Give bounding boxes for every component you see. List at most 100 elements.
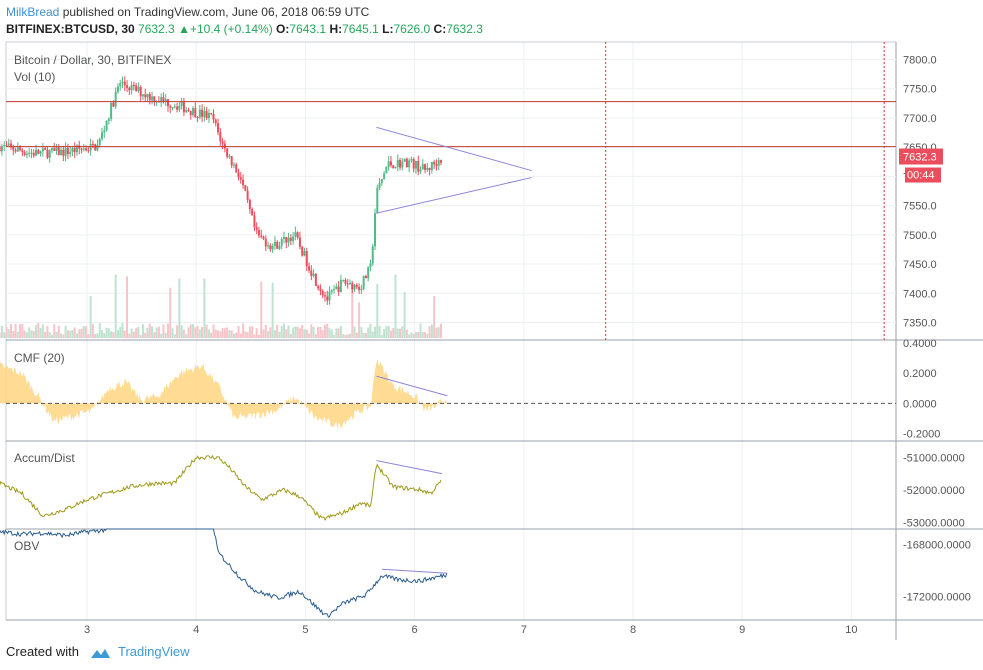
candle-body bbox=[305, 251, 308, 267]
triangle-trendline-2 bbox=[376, 177, 532, 214]
volume-bar bbox=[89, 296, 92, 338]
close-value: 7632.3 bbox=[446, 22, 483, 36]
volume-bar bbox=[344, 334, 347, 338]
candle-body bbox=[235, 164, 238, 173]
candle-body bbox=[337, 286, 340, 293]
volume-bar bbox=[419, 323, 422, 338]
time-tick-label: 10 bbox=[845, 624, 857, 636]
tradingview-brand[interactable]: TradingView bbox=[118, 644, 190, 659]
volume-bar bbox=[114, 274, 117, 338]
candle-body bbox=[428, 167, 431, 171]
cmf-pane-title: CMF (20) bbox=[14, 351, 65, 365]
volume-bar bbox=[389, 330, 392, 338]
volume-bar bbox=[212, 324, 215, 338]
volume-bar bbox=[146, 327, 149, 338]
volume-bar bbox=[182, 329, 185, 338]
volume-bar bbox=[326, 323, 329, 338]
candle-body bbox=[333, 289, 336, 291]
candle-body bbox=[201, 109, 204, 117]
volume-bar bbox=[10, 324, 13, 338]
obv-tick-label: -168000.0000 bbox=[903, 540, 971, 552]
candle-body bbox=[214, 119, 217, 124]
obv-pane-title: OBV bbox=[14, 539, 39, 553]
volume-bar bbox=[328, 328, 331, 338]
candle-body bbox=[257, 230, 260, 236]
volume-bar bbox=[387, 326, 390, 338]
volume-bar bbox=[278, 331, 281, 338]
candle-body bbox=[110, 102, 113, 119]
chart-header: MilkBread published on TradingView.com, … bbox=[6, 4, 483, 38]
candle-body bbox=[369, 263, 372, 268]
volume-bar bbox=[376, 284, 379, 338]
candle-body bbox=[317, 285, 320, 289]
candle-body bbox=[271, 246, 274, 250]
volume-bar bbox=[196, 325, 199, 338]
candle-body bbox=[7, 143, 10, 146]
volume-bar bbox=[46, 326, 49, 338]
volume-bar bbox=[362, 333, 365, 338]
volume-bar bbox=[414, 332, 417, 338]
candle-body bbox=[164, 99, 167, 102]
volume-bar bbox=[69, 330, 72, 338]
volume-bar bbox=[44, 332, 47, 338]
candle-body bbox=[417, 160, 420, 172]
candle-body bbox=[73, 148, 76, 153]
author-link[interactable]: MilkBread bbox=[6, 5, 60, 19]
candle-body bbox=[269, 245, 272, 250]
volume-bar bbox=[64, 325, 67, 338]
candle-body bbox=[419, 169, 422, 172]
volume-bar bbox=[246, 332, 249, 338]
candle-body bbox=[210, 113, 213, 115]
volume-bar bbox=[294, 326, 297, 338]
candle-body bbox=[198, 109, 201, 118]
volume-bar bbox=[101, 330, 104, 338]
candle-body bbox=[380, 178, 383, 183]
accum-dist-tick-label: -52000.0000 bbox=[903, 485, 965, 497]
volume-bar bbox=[228, 330, 231, 338]
volume-bar bbox=[251, 326, 254, 338]
candle-body bbox=[141, 94, 144, 97]
candle-body bbox=[237, 172, 240, 178]
candle-body bbox=[103, 130, 106, 133]
volume-bar bbox=[62, 334, 65, 338]
candle-body bbox=[53, 148, 56, 151]
candle-body bbox=[16, 147, 19, 152]
volume-bar bbox=[155, 327, 158, 338]
volume-bar bbox=[301, 324, 304, 338]
candle-body bbox=[48, 150, 51, 158]
candle-body bbox=[228, 156, 231, 158]
volume-bar bbox=[260, 281, 263, 338]
volume-bar bbox=[53, 324, 56, 338]
volume-bar bbox=[317, 327, 320, 338]
candle-body bbox=[371, 246, 374, 264]
candle-body bbox=[414, 160, 417, 169]
open-label: O: bbox=[276, 22, 290, 36]
chart-canvas[interactable]: 7800.07750.07700.07650.07600.07550.07500… bbox=[0, 0, 983, 640]
volume-bar bbox=[187, 327, 190, 338]
candle-body bbox=[387, 161, 390, 167]
volume-bar bbox=[5, 326, 8, 338]
candle-body bbox=[101, 132, 104, 139]
volume-bar bbox=[39, 327, 42, 338]
volume-bar bbox=[116, 330, 119, 338]
candle-body bbox=[308, 266, 311, 271]
volume-bar bbox=[308, 333, 311, 338]
volume-bar bbox=[32, 331, 35, 338]
created-with-text: Created with bbox=[6, 644, 79, 659]
volume-bar bbox=[351, 280, 354, 338]
time-tick-label: 5 bbox=[302, 624, 308, 636]
candle-body bbox=[239, 177, 242, 180]
volume-bar bbox=[289, 333, 292, 338]
candle-body bbox=[246, 190, 249, 200]
time-tick-label: 9 bbox=[739, 624, 745, 636]
footer: Created with TradingView bbox=[6, 644, 190, 660]
candle-body bbox=[378, 182, 381, 188]
volume-bar bbox=[194, 327, 197, 338]
candle-body bbox=[23, 152, 26, 155]
volume-bar bbox=[166, 323, 169, 338]
candle-body bbox=[335, 286, 338, 290]
candle-body bbox=[64, 147, 67, 156]
candle-body bbox=[192, 108, 195, 115]
volume-bar bbox=[321, 330, 324, 338]
candle-body bbox=[399, 159, 402, 168]
